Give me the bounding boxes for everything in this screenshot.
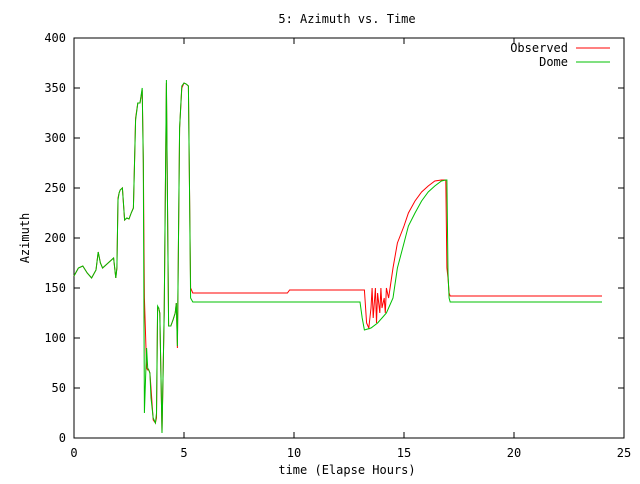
legend: Observed Dome xyxy=(510,41,610,69)
y-tick-label: 250 xyxy=(44,181,66,195)
y-tick-label: 150 xyxy=(44,281,66,295)
series-line-dome xyxy=(73,79,602,434)
y-tick-label: 400 xyxy=(44,31,66,45)
y-axis: 0 50 100 150 200 250 300 350 400 xyxy=(44,31,624,445)
legend-label-observed: Observed xyxy=(510,41,568,55)
y-tick-label: 100 xyxy=(44,331,66,345)
x-tick-label: 10 xyxy=(287,446,301,460)
x-axis: 0 5 10 15 20 25 xyxy=(70,38,631,460)
legend-label-dome: Dome xyxy=(539,55,568,69)
x-tick-label: 25 xyxy=(617,446,631,460)
x-tick-label: 5 xyxy=(180,446,187,460)
y-tick-label: 300 xyxy=(44,131,66,145)
y-tick-label: 0 xyxy=(59,431,66,445)
x-tick-label: 0 xyxy=(70,446,77,460)
y-tick-label: 350 xyxy=(44,81,66,95)
x-axis-label: time (Elapse Hours) xyxy=(278,463,415,477)
chart-title: 5: Azimuth vs. Time xyxy=(278,12,415,26)
y-tick-label: 50 xyxy=(52,381,66,395)
y-axis-label: Azimuth xyxy=(18,213,32,264)
x-tick-label: 20 xyxy=(507,446,521,460)
series-layer xyxy=(73,79,602,434)
x-tick-label: 15 xyxy=(397,446,411,460)
y-tick-label: 200 xyxy=(44,231,66,245)
